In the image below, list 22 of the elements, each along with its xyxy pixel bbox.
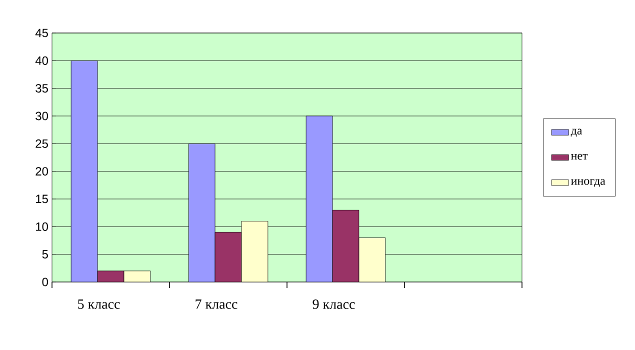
bar [332, 210, 360, 282]
y-tick-label: 25 [36, 139, 48, 148]
legend-label: нет [571, 154, 588, 160]
y-tick-label: 10 [36, 222, 48, 231]
bar [214, 232, 242, 282]
y-tick-label: 15 [36, 194, 48, 204]
y-tick-label: 0 [42, 278, 48, 286]
y-tick-label: 20 [36, 167, 48, 176]
x-tick-label: 5 класс [78, 300, 120, 309]
bar [358, 238, 386, 282]
y-tick-label: 35 [36, 84, 48, 93]
x-tick-label: 9 класс [312, 300, 355, 309]
y-tick-label: 45 [35, 28, 48, 38]
bar [98, 270, 124, 282]
x-tick-label: 7 класс [196, 300, 238, 309]
y-tick-label: 30 [36, 112, 48, 120]
y-tick-label: 5 [42, 250, 48, 258]
y-tick-label: 40 [35, 56, 48, 65]
legend-label: иногда [571, 179, 606, 188]
bar [124, 270, 150, 282]
legend-label: да [570, 128, 582, 137]
bar [241, 220, 268, 282]
